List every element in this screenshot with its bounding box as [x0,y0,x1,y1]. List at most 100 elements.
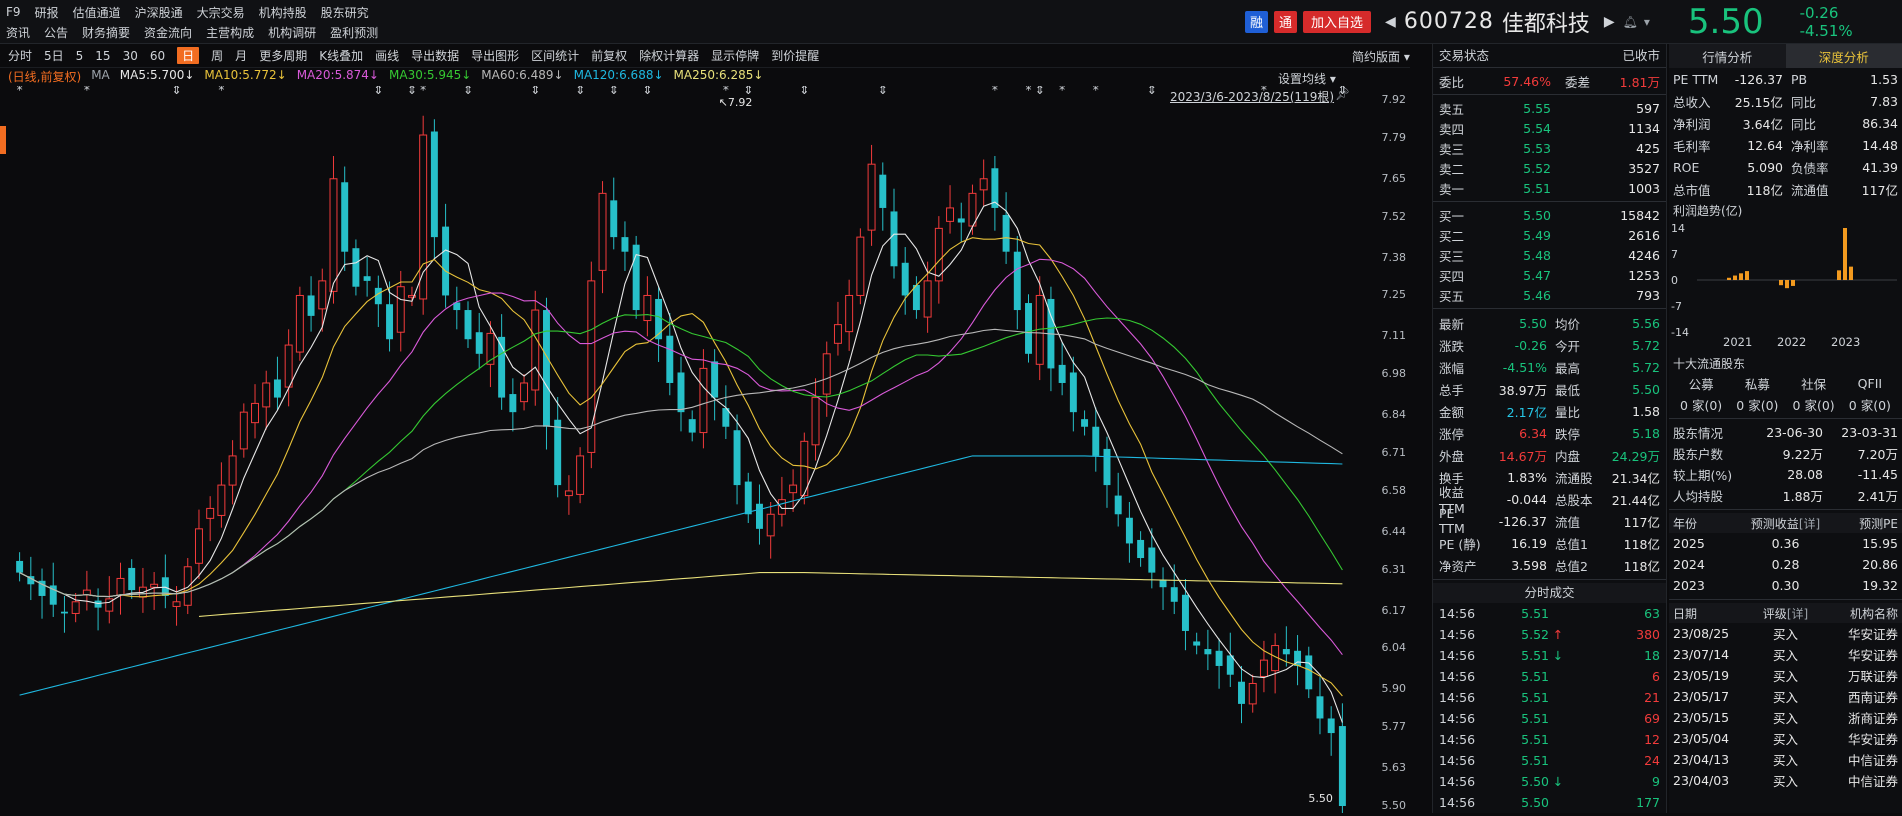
holder-type: 公募 [1673,374,1729,393]
nav-link[interactable]: 大宗交易 [197,4,245,21]
profit-y-tick: -7 [1671,300,1682,313]
candle-body [16,561,23,573]
toolbar-item[interactable]: 分时 [8,47,32,64]
margin-badge[interactable]: 融 [1245,11,1268,33]
event-marker: ⇕ [407,86,417,97]
holder-type: 社保 [1786,374,1842,393]
toolbar-item[interactable]: 导出数据 [411,47,459,64]
nav-link[interactable]: F9 [6,5,21,19]
event-marker: * [1059,86,1065,97]
event-marker: ⇕ [609,86,619,97]
nav-link[interactable]: 资金流向 [144,24,192,41]
nav-link[interactable]: 资讯 [6,24,30,41]
next-stock-arrow-icon[interactable]: ▶ [1604,14,1615,30]
nav-link[interactable]: 研报 [35,4,59,21]
candle-body [1160,580,1167,588]
nav-link[interactable]: 机构调研 [268,24,316,41]
y-tick-label: 6.84 [1382,408,1407,421]
layout-toggle[interactable]: 简约版面 ▾ [1352,48,1410,65]
candle-body [621,237,628,252]
forecast-detail-link[interactable]: [详] [1799,517,1820,531]
toolbar-item[interactable]: 15 [95,49,110,63]
nav-link[interactable]: 机构持股 [259,4,307,21]
candle-body [947,208,954,221]
tab-quote-analysis[interactable]: 行情分析 [1669,44,1786,68]
rating-detail-link[interactable]: [详] [1787,607,1808,621]
toolbar-item[interactable]: 更多周期 [259,47,307,64]
bell-icon[interactable]: 🔔︎ [1623,15,1638,29]
ma-prefix-label: MA [91,68,110,86]
candle-body [240,412,247,449]
nav-link[interactable]: 沪深股通 [135,4,183,21]
toolbar-item[interactable]: 除权计算器 [639,47,699,64]
nav-link[interactable]: 估值通道 [73,4,121,21]
toolbar-item[interactable]: 区间统计 [531,47,579,64]
tab-deep-analysis[interactable]: 深度分析 [1786,44,1902,68]
ticks-title[interactable]: 分时成交 [1433,583,1666,603]
add-watchlist-button[interactable]: 加入自选 [1303,11,1371,33]
toolbar-item[interactable]: 导出图形 [471,47,519,64]
kline-svg[interactable]: **⇕*⇕⇕*⇕⇕⇕⇕⇕*⇕⇕⇕**⇕**⇕*⇕↖7.925.50 [0,86,1360,813]
nav-link[interactable]: 财务摘要 [82,24,130,41]
candle-body [532,310,539,390]
nav-link[interactable]: 主营构成 [206,24,254,41]
candle-body [1115,496,1122,515]
toolbar-item[interactable]: 日 [177,47,199,64]
toolbar-item[interactable]: 30 [123,49,138,63]
more-icon[interactable]: ▾ [1644,15,1650,29]
candle-body [341,182,348,251]
holder-count: 0 家(0) [1786,395,1842,414]
prev-stock-arrow-icon[interactable]: ◀ [1385,14,1396,30]
toolbar-item[interactable]: 到价提醒 [771,47,819,64]
toolbar-item[interactable]: 周 [211,47,223,64]
nav-link[interactable]: 盈利预测 [330,24,378,41]
candle-body [1339,726,1346,806]
toolbar-item[interactable]: 月 [235,47,247,64]
toolbar-item[interactable]: 5日 [44,47,64,64]
toolbar-item[interactable]: 60 [150,49,165,63]
nav-link[interactable]: 股东研究 [321,4,369,21]
toolbar-item[interactable]: K线叠加 [319,47,363,64]
toolbar-item[interactable]: 画线 [375,47,399,64]
event-marker: * [17,86,23,97]
profit-bar [1843,228,1847,280]
toolbar-item[interactable]: 5 [76,49,84,63]
connect-badge[interactable]: 通 [1274,11,1297,33]
profit-trend-title: 利润趋势(亿) [1669,200,1902,220]
holder-count: 0 家(0) [1729,395,1785,414]
set-ma-button[interactable]: 设置均线 ▾ [1278,70,1336,87]
toolbar-item[interactable]: 显示停牌 [711,47,759,64]
candle-body [61,612,68,614]
nav-link[interactable]: 公告 [44,24,68,41]
shareholder-row: 较上期(%)28.08-11.45 [1669,464,1902,485]
toolbar-item[interactable]: 前复权 [591,47,627,64]
